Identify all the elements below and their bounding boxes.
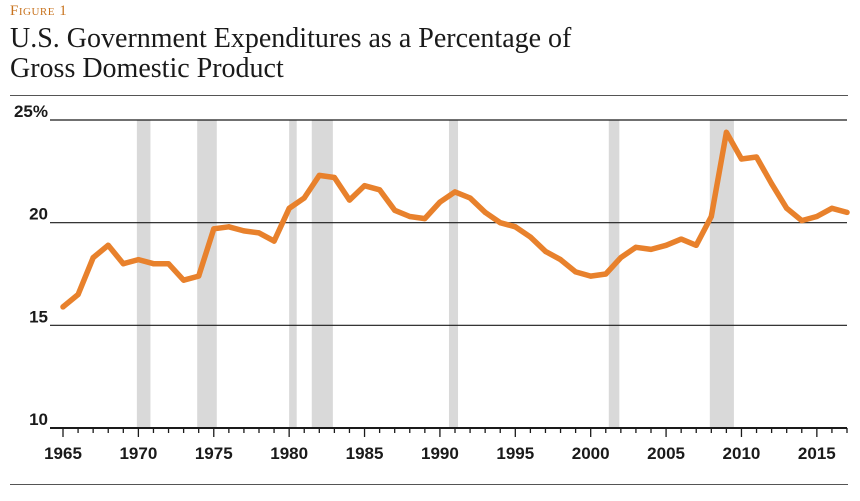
data-point-1977 — [241, 228, 247, 234]
gridlines — [50, 119, 847, 429]
data-point-2005 — [663, 242, 669, 248]
data-point-1984 — [346, 197, 353, 203]
x-tick-label-2005: 2005 — [647, 444, 685, 463]
data-point-1993 — [482, 209, 488, 215]
x-tick-label-1995: 1995 — [496, 444, 534, 463]
data-point-2002 — [618, 254, 624, 261]
data-point-1994 — [497, 220, 503, 226]
data-point-1983 — [331, 174, 337, 181]
data-point-2015 — [814, 213, 820, 220]
data-point-2012 — [769, 181, 775, 187]
y-axis-tick-labels: 25% 20 15 10 — [14, 102, 48, 429]
data-point-1972 — [165, 261, 172, 267]
data-point-2001 — [603, 271, 609, 277]
data-point-1995 — [512, 224, 518, 230]
chart-title-line-2: Gross Domestic Product — [10, 53, 284, 84]
data-point-1968 — [105, 242, 111, 248]
y-tick-label-20: 20 — [29, 205, 48, 224]
x-tick-label-2000: 2000 — [572, 444, 610, 463]
data-point-2008 — [708, 213, 714, 220]
data-point-2000 — [588, 273, 594, 279]
chart-title-line-1: U.S. Government Expenditures as a Percen… — [10, 23, 572, 54]
x-tick-label-1975: 1975 — [195, 444, 233, 463]
figure-label: Figure 1 — [10, 3, 68, 19]
data-point-1978 — [256, 230, 262, 236]
data-point-1967 — [90, 254, 96, 261]
y-tick-label-10: 10 — [29, 410, 48, 429]
data-point-1980 — [286, 205, 292, 211]
data-point-1996 — [527, 234, 533, 240]
data-point-2011 — [753, 154, 760, 160]
bottom-rule — [10, 484, 848, 485]
data-point-1973 — [181, 277, 187, 283]
data-point-1992 — [467, 195, 473, 201]
chart-title: U.S. Government Expenditures as a Percen… — [10, 24, 830, 84]
data-point-2007 — [693, 242, 699, 248]
recession-band-1 — [136, 120, 151, 428]
data-point-2004 — [648, 246, 654, 252]
x-tick-label-1990: 1990 — [421, 444, 459, 463]
x-tick-label-2015: 2015 — [798, 444, 836, 463]
data-point-1965 — [60, 304, 66, 310]
data-point-1981 — [301, 195, 307, 201]
data-point-1986 — [377, 187, 383, 193]
data-point-2009 — [723, 129, 729, 135]
data-point-2006 — [678, 236, 684, 242]
data-point-1987 — [392, 207, 398, 213]
data-point-1989 — [422, 215, 428, 222]
recession-band-4 — [311, 120, 333, 428]
x-axis: 1965 1970 1975 1980 1985 1990 1995 2000 2005 2010… — [44, 428, 848, 463]
x-tick-label-1965: 1965 — [44, 444, 82, 463]
data-point-1998 — [557, 257, 564, 263]
data-point-2010 — [738, 156, 745, 162]
data-point-1982 — [316, 172, 322, 179]
data-point-1985 — [361, 183, 368, 189]
top-rule — [10, 95, 848, 96]
data-point-1990 — [437, 199, 443, 205]
data-point-1991 — [452, 189, 458, 195]
data-point-2003 — [633, 244, 639, 250]
y-tick-label-15: 15 — [29, 307, 48, 326]
recession-band-5 — [448, 120, 459, 428]
x-tick-label-2010: 2010 — [723, 444, 761, 463]
recession-band-3 — [289, 120, 297, 428]
recession-bands — [136, 120, 734, 428]
data-point-1974 — [196, 273, 202, 279]
data-point-1976 — [226, 224, 232, 230]
y-tick-label-25: 25% — [14, 102, 48, 121]
recession-band-2 — [197, 120, 217, 428]
data-point-2016 — [829, 205, 835, 211]
data-point-1997 — [542, 248, 549, 255]
x-tick-label-1970: 1970 — [119, 444, 157, 463]
data-point-1970 — [135, 257, 141, 263]
data-point-2014 — [799, 218, 805, 224]
x-tick-label-1985: 1985 — [346, 444, 384, 463]
data-point-1975 — [211, 226, 217, 232]
data-point-1971 — [150, 261, 157, 267]
data-point-2013 — [784, 205, 790, 211]
data-point-1969 — [120, 261, 126, 267]
data-point-2017 — [844, 209, 850, 215]
data-point-1979 — [271, 238, 277, 244]
recession-band-6 — [608, 120, 620, 428]
data-point-1988 — [407, 213, 413, 220]
data-point-1999 — [573, 269, 579, 275]
data-point-1966 — [75, 291, 81, 298]
series — [60, 129, 850, 310]
x-tick-label-1980: 1980 — [270, 444, 308, 463]
